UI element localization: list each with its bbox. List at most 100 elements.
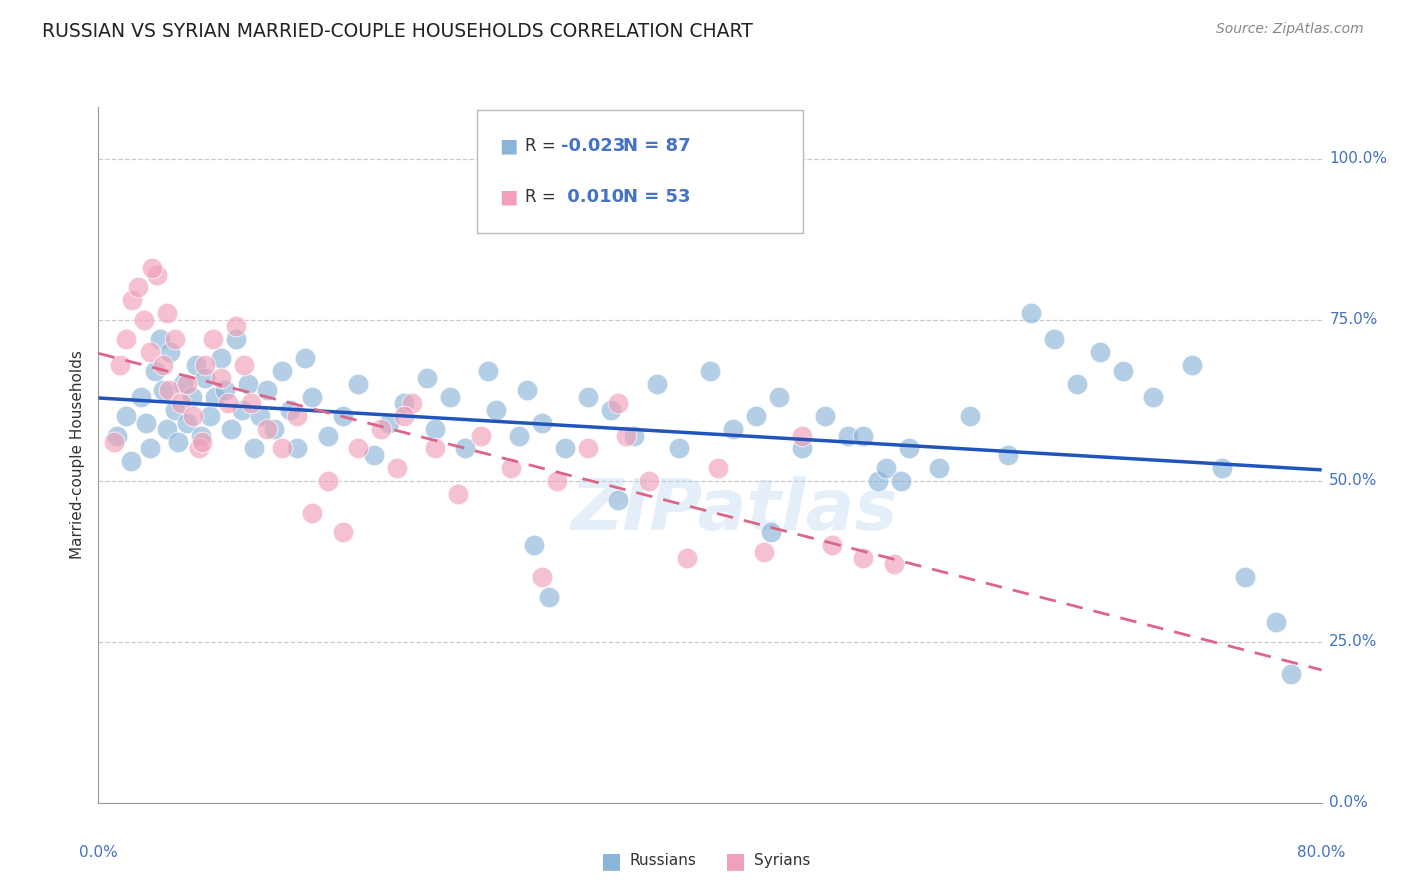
Text: N = 53: N = 53 — [623, 187, 690, 206]
Point — [1112, 364, 1135, 378]
Point — [768, 390, 790, 404]
Text: 0.0%: 0.0% — [79, 845, 118, 860]
Point — [231, 402, 253, 417]
Point — [159, 344, 181, 359]
Point — [890, 474, 912, 488]
Point — [238, 377, 260, 392]
Point — [1211, 460, 1233, 475]
Point — [347, 377, 370, 392]
Text: R =: R = — [524, 137, 561, 155]
Point — [256, 422, 278, 436]
Text: ■: ■ — [602, 851, 621, 871]
Text: ZIPatlas: ZIPatlas — [571, 476, 898, 545]
Point — [423, 422, 446, 436]
Point — [576, 390, 599, 404]
Point — [181, 409, 204, 424]
Point — [127, 280, 149, 294]
Point — [256, 384, 278, 398]
Point — [447, 486, 470, 500]
Point — [814, 409, 837, 424]
Point — [270, 364, 294, 378]
Point — [439, 390, 461, 404]
Point — [176, 416, 198, 430]
Point — [278, 402, 301, 417]
Point — [141, 261, 163, 276]
Point — [186, 358, 208, 372]
Point — [285, 442, 308, 456]
Point — [392, 409, 416, 424]
Point — [129, 390, 152, 404]
Point — [501, 460, 523, 475]
Point — [139, 344, 162, 359]
Point — [1264, 615, 1286, 630]
Point — [301, 390, 323, 404]
Point — [149, 332, 172, 346]
Point — [485, 402, 508, 417]
Point — [316, 474, 339, 488]
Point — [243, 442, 266, 456]
Point — [194, 370, 217, 384]
Point — [156, 422, 179, 436]
Point — [897, 442, 920, 456]
Point — [105, 428, 128, 442]
Point — [270, 442, 294, 456]
Point — [167, 435, 190, 450]
Point — [202, 332, 225, 346]
Y-axis label: Married-couple Households: Married-couple Households — [70, 351, 86, 559]
Point — [1066, 377, 1088, 392]
Point — [135, 416, 157, 430]
Point — [240, 396, 263, 410]
Point — [180, 390, 202, 404]
Point — [721, 422, 744, 436]
Point — [1043, 332, 1066, 346]
Text: 50.0%: 50.0% — [1329, 473, 1378, 488]
Point — [108, 358, 131, 372]
Point — [209, 351, 232, 366]
Text: R =: R = — [524, 187, 561, 206]
Text: 100.0%: 100.0% — [1329, 151, 1388, 166]
Point — [120, 454, 142, 468]
Point — [745, 409, 768, 424]
Point — [454, 442, 477, 456]
Point — [699, 364, 721, 378]
Point — [761, 525, 783, 540]
Point — [152, 358, 174, 372]
Point — [263, 422, 285, 436]
Point — [143, 364, 166, 378]
Point — [194, 358, 217, 372]
Point — [301, 506, 323, 520]
Point — [163, 402, 186, 417]
Point — [516, 384, 538, 398]
Point — [883, 558, 905, 572]
Text: 25.0%: 25.0% — [1329, 634, 1378, 649]
Point — [523, 538, 546, 552]
Point — [401, 396, 423, 410]
Point — [332, 525, 354, 540]
Point — [115, 332, 138, 346]
Point — [170, 396, 193, 410]
Point — [1088, 344, 1111, 359]
Point — [477, 364, 499, 378]
Point — [959, 409, 981, 424]
Point — [676, 551, 699, 566]
Point — [1181, 358, 1204, 372]
Text: -0.023: -0.023 — [561, 137, 626, 155]
Text: 0.0%: 0.0% — [1329, 796, 1368, 810]
Point — [530, 416, 553, 430]
Point — [172, 377, 194, 392]
Point — [752, 544, 775, 558]
Point — [152, 384, 174, 398]
Point — [294, 351, 316, 366]
Point — [378, 416, 401, 430]
Point — [928, 460, 950, 475]
Point — [706, 460, 728, 475]
Point — [1142, 390, 1164, 404]
Point — [157, 384, 180, 398]
Point — [191, 435, 214, 450]
Text: ■: ■ — [499, 187, 517, 206]
Point — [554, 442, 576, 456]
Point — [217, 396, 239, 410]
Text: 75.0%: 75.0% — [1329, 312, 1378, 327]
Point — [997, 448, 1019, 462]
Point — [668, 442, 690, 456]
